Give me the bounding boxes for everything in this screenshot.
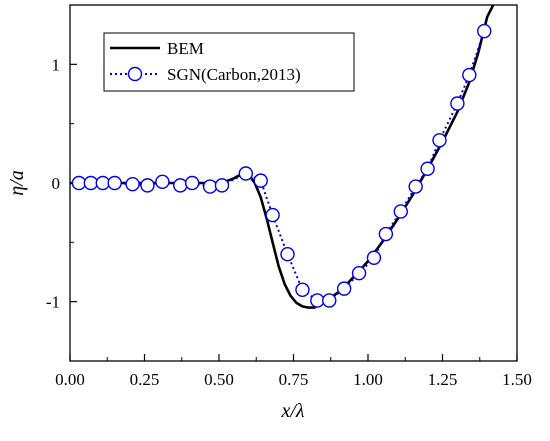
sgn-point — [408, 179, 423, 194]
sgn-point — [265, 207, 280, 223]
sgn-point — [322, 293, 337, 308]
sgn-point — [107, 175, 122, 191]
sgn-point — [351, 265, 367, 281]
ticks-layer: 0.00 0.25 0.50 0.75 1.00 1.25 1.50 -1 0 1 — [46, 4, 532, 389]
x-tick-label: 1.25 — [428, 370, 458, 389]
sgn-point — [295, 282, 310, 297]
x-tick-label: 1.50 — [502, 370, 532, 389]
x-tick-label: 0.25 — [130, 370, 160, 389]
sgn-point — [125, 176, 140, 192]
x-axis-label: x/λ — [280, 400, 304, 422]
sgn-point — [393, 204, 408, 219]
legend-label: BEM — [167, 39, 204, 58]
sgn-point — [184, 175, 200, 191]
sgn-point — [140, 178, 155, 193]
sgn-point — [280, 246, 295, 262]
series-layer — [70, 5, 495, 309]
x-tick-label: 1.00 — [353, 370, 383, 389]
sgn-point — [95, 175, 110, 191]
sgn-point — [477, 23, 492, 39]
sgn-point — [378, 226, 394, 242]
y-tick-label: 1 — [52, 55, 61, 74]
legend-label: SGN(Carbon,2013) — [167, 65, 301, 84]
legend-marker-sgn — [127, 66, 143, 82]
x-tick-label: 0.50 — [204, 370, 234, 389]
y-axis-label: η/a — [6, 170, 28, 195]
sgn-point — [336, 281, 352, 296]
x-tick-label: 0.00 — [55, 370, 85, 389]
x-tick-label: 0.75 — [279, 370, 309, 389]
sgn-point — [310, 293, 325, 308]
sgn-point — [71, 175, 87, 191]
sgn-point — [450, 96, 465, 111]
sgn-point — [366, 250, 382, 265]
sgn-point — [155, 174, 170, 190]
sgn-point — [83, 175, 99, 191]
legend: BEM SGN(Carbon,2013) — [103, 32, 355, 92]
sgn-point — [420, 161, 435, 176]
sgn-point — [432, 133, 447, 148]
sgn-point — [253, 173, 268, 188]
legend-box — [103, 32, 355, 92]
y-tick-label: 0 — [52, 174, 61, 193]
y-tick-label: -1 — [46, 293, 60, 312]
sgn-point — [214, 178, 230, 193]
sgn-point — [462, 67, 477, 83]
sgn-point — [202, 179, 218, 194]
sgn-point — [173, 178, 188, 193]
series-1 — [71, 23, 492, 308]
sgn-point — [238, 166, 254, 181]
